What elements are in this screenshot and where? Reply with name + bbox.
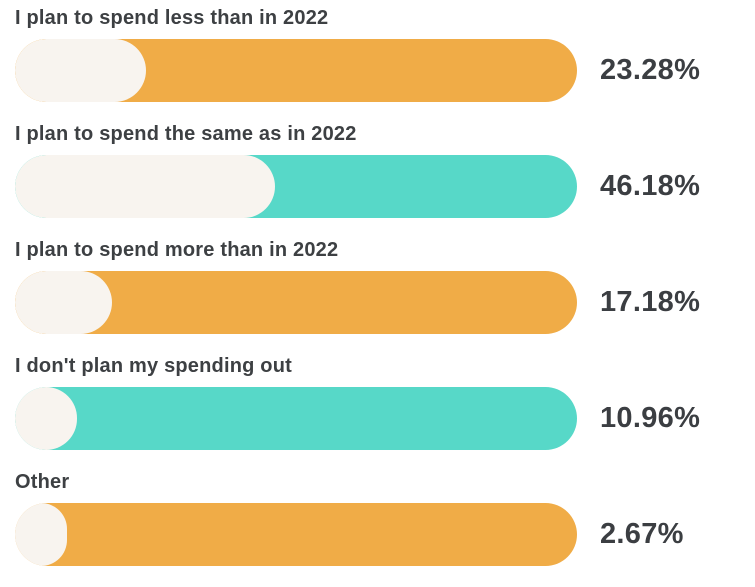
bar-row: Other 2.67% <box>15 470 755 566</box>
bar-track <box>15 39 577 102</box>
category-label: I don't plan my spending out <box>15 355 293 377</box>
category-label: I plan to spend the same as in 2022 <box>15 123 357 145</box>
bar-fill <box>15 503 67 566</box>
bar-fill <box>15 387 77 450</box>
bar-line: 17.18% <box>15 271 755 334</box>
value-label: 46.18% <box>600 170 701 202</box>
bar-fill <box>15 155 275 218</box>
bar-fill <box>15 39 146 102</box>
category-label: Other <box>15 471 70 493</box>
category-label: I plan to spend less than in 2022 <box>15 7 329 29</box>
bar-track <box>15 155 577 218</box>
bar-track <box>15 387 577 450</box>
bar-track <box>15 503 577 566</box>
bar-row: I plan to spend less than in 2022 23.28% <box>15 6 755 102</box>
bar-row: I don't plan my spending out 10.96% <box>15 354 755 450</box>
category-label: I plan to spend more than in 2022 <box>15 239 339 261</box>
bar-row: I plan to spend the same as in 2022 46.1… <box>15 122 755 218</box>
bar-row: I plan to spend more than in 2022 17.18% <box>15 238 755 334</box>
value-label: 2.67% <box>600 518 684 550</box>
bar-line: 10.96% <box>15 387 755 450</box>
bar-line: 2.67% <box>15 503 755 566</box>
value-label: 17.18% <box>600 286 701 318</box>
value-label: 23.28% <box>600 54 701 86</box>
bar-track <box>15 271 577 334</box>
bar-line: 46.18% <box>15 155 755 218</box>
bar-fill <box>15 271 112 334</box>
value-label: 10.96% <box>600 402 701 434</box>
bar-line: 23.28% <box>15 39 755 102</box>
